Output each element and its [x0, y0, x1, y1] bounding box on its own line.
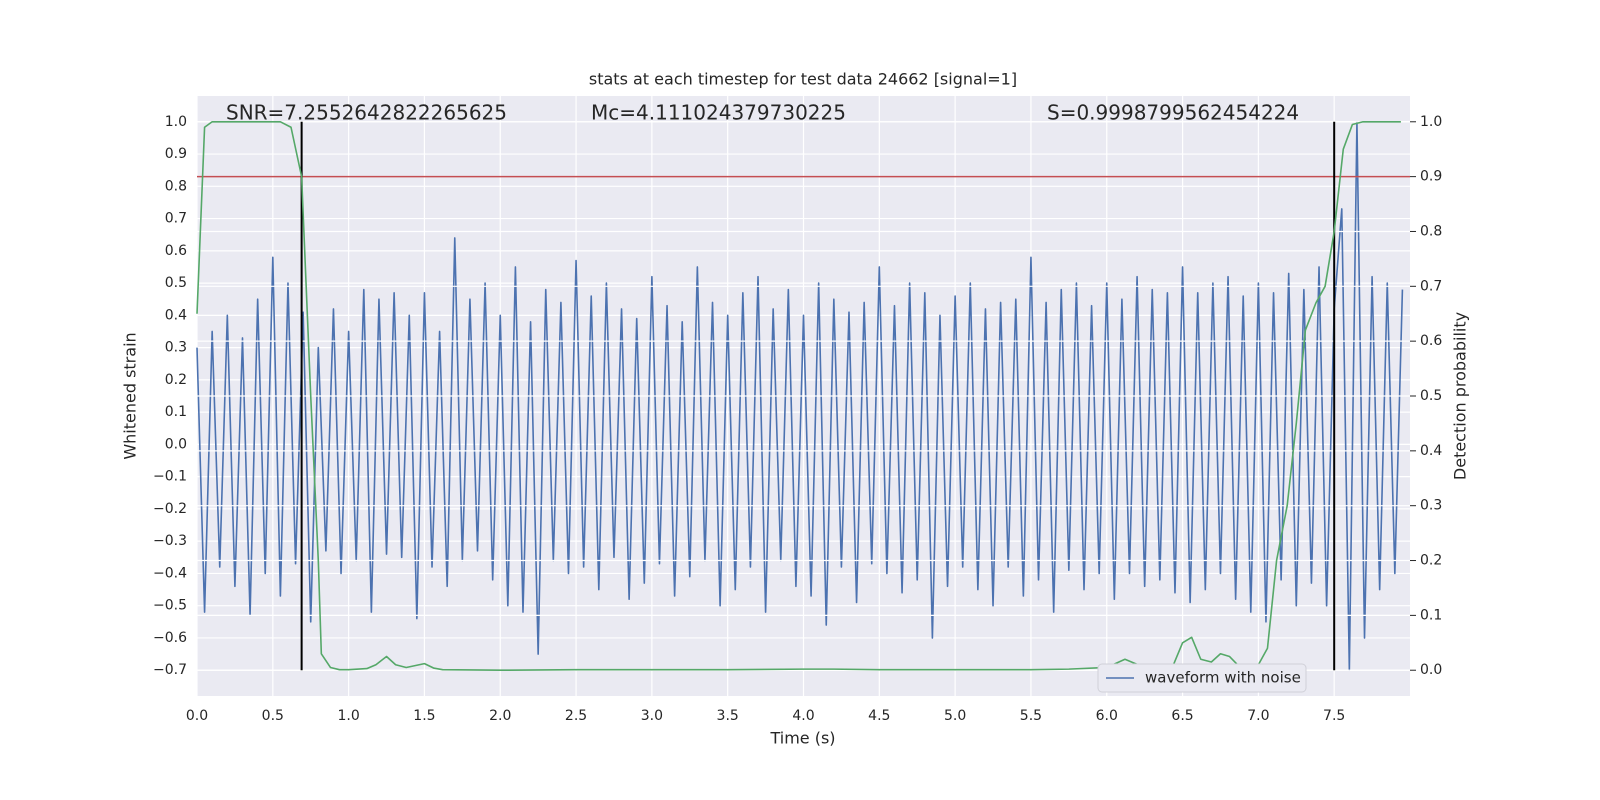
x-tick-label: 0.0	[186, 708, 208, 724]
legend-label: waveform with noise	[1145, 669, 1301, 687]
y-tick-label: −0.5	[153, 598, 187, 614]
y-tick-label: 0.4	[165, 307, 187, 323]
y2-tick-label: 0.1	[1420, 607, 1442, 623]
x-tick-label: 5.5	[1020, 708, 1042, 724]
y2-tick-label: 0.6	[1420, 333, 1442, 349]
annotation: S=0.9998799562454224	[1047, 101, 1299, 125]
y-tick-label: 0.5	[165, 275, 187, 291]
y2-tick-label: 0.8	[1420, 223, 1442, 239]
x-tick-label: 6.5	[1171, 708, 1193, 724]
y-tick-label: 1.0	[165, 114, 187, 130]
y2-tick-label: 0.9	[1420, 169, 1442, 185]
y2-tick-label: 1.0	[1420, 114, 1442, 130]
y2-tick-label: 0.7	[1420, 278, 1442, 294]
y2-tick-label: 0.4	[1420, 443, 1442, 459]
legend-box	[1097, 663, 1307, 693]
y-tick-label: 0.0	[165, 436, 187, 452]
y-tick-label: 0.1	[165, 404, 187, 420]
x-tick-label: 2.5	[565, 708, 587, 724]
y2-axis-label: Detection probability	[1451, 312, 1470, 480]
chart-title: stats at each timestep for test data 246…	[589, 70, 1017, 89]
x-tick-label: 4.5	[868, 708, 890, 724]
x-tick-label: 2.0	[489, 708, 511, 724]
x-tick-label: 4.0	[792, 708, 814, 724]
y2-tick-label: 0.2	[1420, 553, 1442, 569]
y-tick-label: 0.3	[165, 340, 187, 356]
y-tick-label: 0.7	[165, 211, 187, 227]
y-tick-label: 0.8	[165, 178, 187, 194]
y-tick-label: −0.1	[153, 469, 187, 485]
y2-tick-label: 0.0	[1420, 662, 1442, 678]
x-tick-label: 6.0	[1096, 708, 1118, 724]
y2-tick-label: 0.5	[1420, 388, 1442, 404]
annotation: SNR=7.2552642822265625	[226, 101, 507, 125]
y-tick-label: 0.6	[165, 243, 187, 259]
annotation: Mc=4.111024379730225	[591, 101, 846, 125]
x-tick-label: 1.0	[337, 708, 359, 724]
x-tick-label: 0.5	[262, 708, 284, 724]
x-tick-label: 3.0	[641, 708, 663, 724]
data-line	[196, 120, 1401, 672]
x-axis-label: Time (s)	[769, 729, 835, 748]
x-tick-label: 7.0	[1247, 708, 1269, 724]
y-tick-label: −0.4	[153, 565, 187, 581]
y-tick-label: −0.3	[153, 533, 187, 549]
y2-tick-label: 0.3	[1420, 498, 1442, 514]
y-tick-label: −0.6	[153, 630, 187, 646]
x-tick-label: 3.5	[717, 708, 739, 724]
y-axis-label: Whitened strain	[121, 332, 140, 459]
x-tick-label: 5.0	[944, 708, 966, 724]
y-tick-label: 0.2	[165, 372, 187, 388]
y-tick-label: 0.9	[165, 146, 187, 162]
y-tick-label: −0.7	[153, 662, 187, 678]
y-tick-label: −0.2	[153, 501, 187, 517]
x-tick-label: 7.5	[1323, 708, 1345, 724]
x-tick-label: 1.5	[413, 708, 435, 724]
